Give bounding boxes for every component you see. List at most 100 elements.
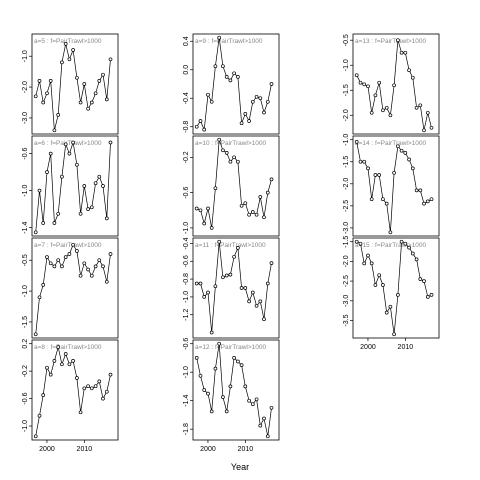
- data-point: [250, 402, 255, 407]
- y-tick-label: -0.4: [183, 237, 190, 249]
- y-tick-label: -1.0: [22, 50, 29, 62]
- data-point: [82, 184, 87, 188]
- x-tick-label: 2000: [200, 446, 216, 453]
- data-point: [254, 303, 259, 308]
- series-line: [196, 139, 272, 228]
- data-point: [258, 299, 263, 304]
- data-point: [410, 166, 415, 171]
- data-point: [407, 68, 411, 73]
- panel: a=12 : f=PairTrawl>1000 -1.8 -1.4 -1.0 -0.6 2…: [183, 338, 280, 453]
- y-tick-label: -0.4: [183, 92, 190, 104]
- y-tick-label: -0.6: [183, 186, 190, 198]
- y-tick-label: -0.6: [22, 147, 29, 159]
- data-point: [78, 273, 83, 278]
- data-point: [45, 170, 49, 174]
- data-point: [262, 110, 266, 115]
- y-tick-label: -1.4: [183, 395, 190, 407]
- y-tick-label: -0.6: [22, 392, 29, 404]
- panel-title: a=7 : f=PairTrawl>1000: [34, 242, 102, 249]
- y-tick-label: -1.4: [22, 222, 29, 234]
- data-point: [78, 211, 83, 216]
- data-point: [101, 184, 105, 188]
- data-point: [265, 190, 270, 195]
- panel-frame: [192, 33, 280, 135]
- data-point: [258, 423, 263, 428]
- data-point: [373, 283, 378, 287]
- x-tick-label: 2000: [39, 446, 55, 453]
- y-tick-label: -1.0: [183, 291, 190, 303]
- data-point: [418, 277, 423, 281]
- data-point: [56, 211, 61, 216]
- data-point: [56, 345, 61, 349]
- data-point: [71, 140, 75, 145]
- y-tick-label: -1.0: [343, 59, 350, 71]
- panel: a=6 : f=PairTrawl>1000 -1.4 -1.0 -0.6: [22, 135, 119, 237]
- data-point: [78, 100, 83, 105]
- y-tick-label: -0.5: [343, 34, 350, 46]
- data-point: [247, 212, 251, 217]
- panel: a=15 : f=PairTrawl>1000 -3.5 -3.0 -2.5 -2.0 -…: [343, 236, 440, 351]
- y-tick-label: -1.0: [343, 134, 350, 146]
- y-tick-label: -1.0: [183, 222, 190, 234]
- data-point: [82, 82, 87, 86]
- panel: a=10 : f=PairTrawl>1000 -1.0 -0.6 -0.2: [183, 135, 280, 237]
- data-point: [247, 299, 251, 304]
- data-point: [86, 267, 90, 272]
- data-point: [48, 79, 53, 83]
- data-point: [33, 434, 38, 439]
- data-point: [52, 221, 57, 225]
- data-point: [86, 384, 90, 389]
- y-tick-label: -2.5: [343, 275, 350, 287]
- data-point: [217, 137, 222, 142]
- data-point: [228, 159, 233, 164]
- data-point: [202, 295, 207, 299]
- data-point: [60, 362, 64, 367]
- data-point: [89, 273, 94, 278]
- data-point: [232, 254, 236, 259]
- data-point: [221, 275, 225, 280]
- data-point: [369, 110, 374, 115]
- y-tick-label: -2.0: [343, 255, 350, 267]
- data-point: [354, 239, 359, 244]
- y-tick-label: -3.0: [343, 222, 350, 234]
- data-point: [217, 239, 222, 244]
- data-point: [45, 91, 49, 96]
- data-point: [381, 108, 385, 113]
- y-tick-label: -0.6: [183, 338, 190, 350]
- data-point: [63, 255, 68, 259]
- data-point: [239, 203, 244, 208]
- data-point: [422, 279, 426, 283]
- series-line: [196, 37, 272, 131]
- data-point: [254, 94, 259, 99]
- data-point: [362, 261, 367, 266]
- data-point: [373, 93, 378, 98]
- panel: a=5 : f=PairTrawl>1000 -3.0 -2.0 -1.0: [22, 33, 119, 135]
- data-point: [410, 251, 415, 256]
- data-point: [239, 363, 244, 367]
- data-point: [232, 71, 236, 76]
- panel-grid: a=5 : f=PairTrawl>1000-3.0-2.0-1.0a=6 : …: [22, 33, 440, 453]
- data-point: [194, 124, 199, 129]
- data-point: [37, 188, 42, 193]
- data-point: [362, 159, 367, 164]
- y-tick-label: -1.0: [22, 285, 29, 297]
- data-point: [75, 249, 79, 253]
- data-point: [262, 215, 266, 220]
- data-point: [236, 159, 240, 164]
- data-point: [202, 221, 207, 226]
- data-point: [202, 388, 207, 392]
- y-tick-label: -0.8: [183, 121, 190, 133]
- data-point: [377, 80, 382, 85]
- data-point: [37, 413, 42, 418]
- y-tick-label: -1.5: [343, 84, 350, 96]
- data-point: [224, 151, 229, 155]
- data-point: [232, 356, 236, 360]
- data-point: [75, 75, 79, 80]
- data-point: [265, 281, 270, 286]
- data-point: [243, 112, 248, 116]
- data-point: [247, 119, 251, 123]
- data-point: [403, 241, 408, 246]
- data-point: [67, 362, 72, 367]
- data-point: [362, 82, 367, 87]
